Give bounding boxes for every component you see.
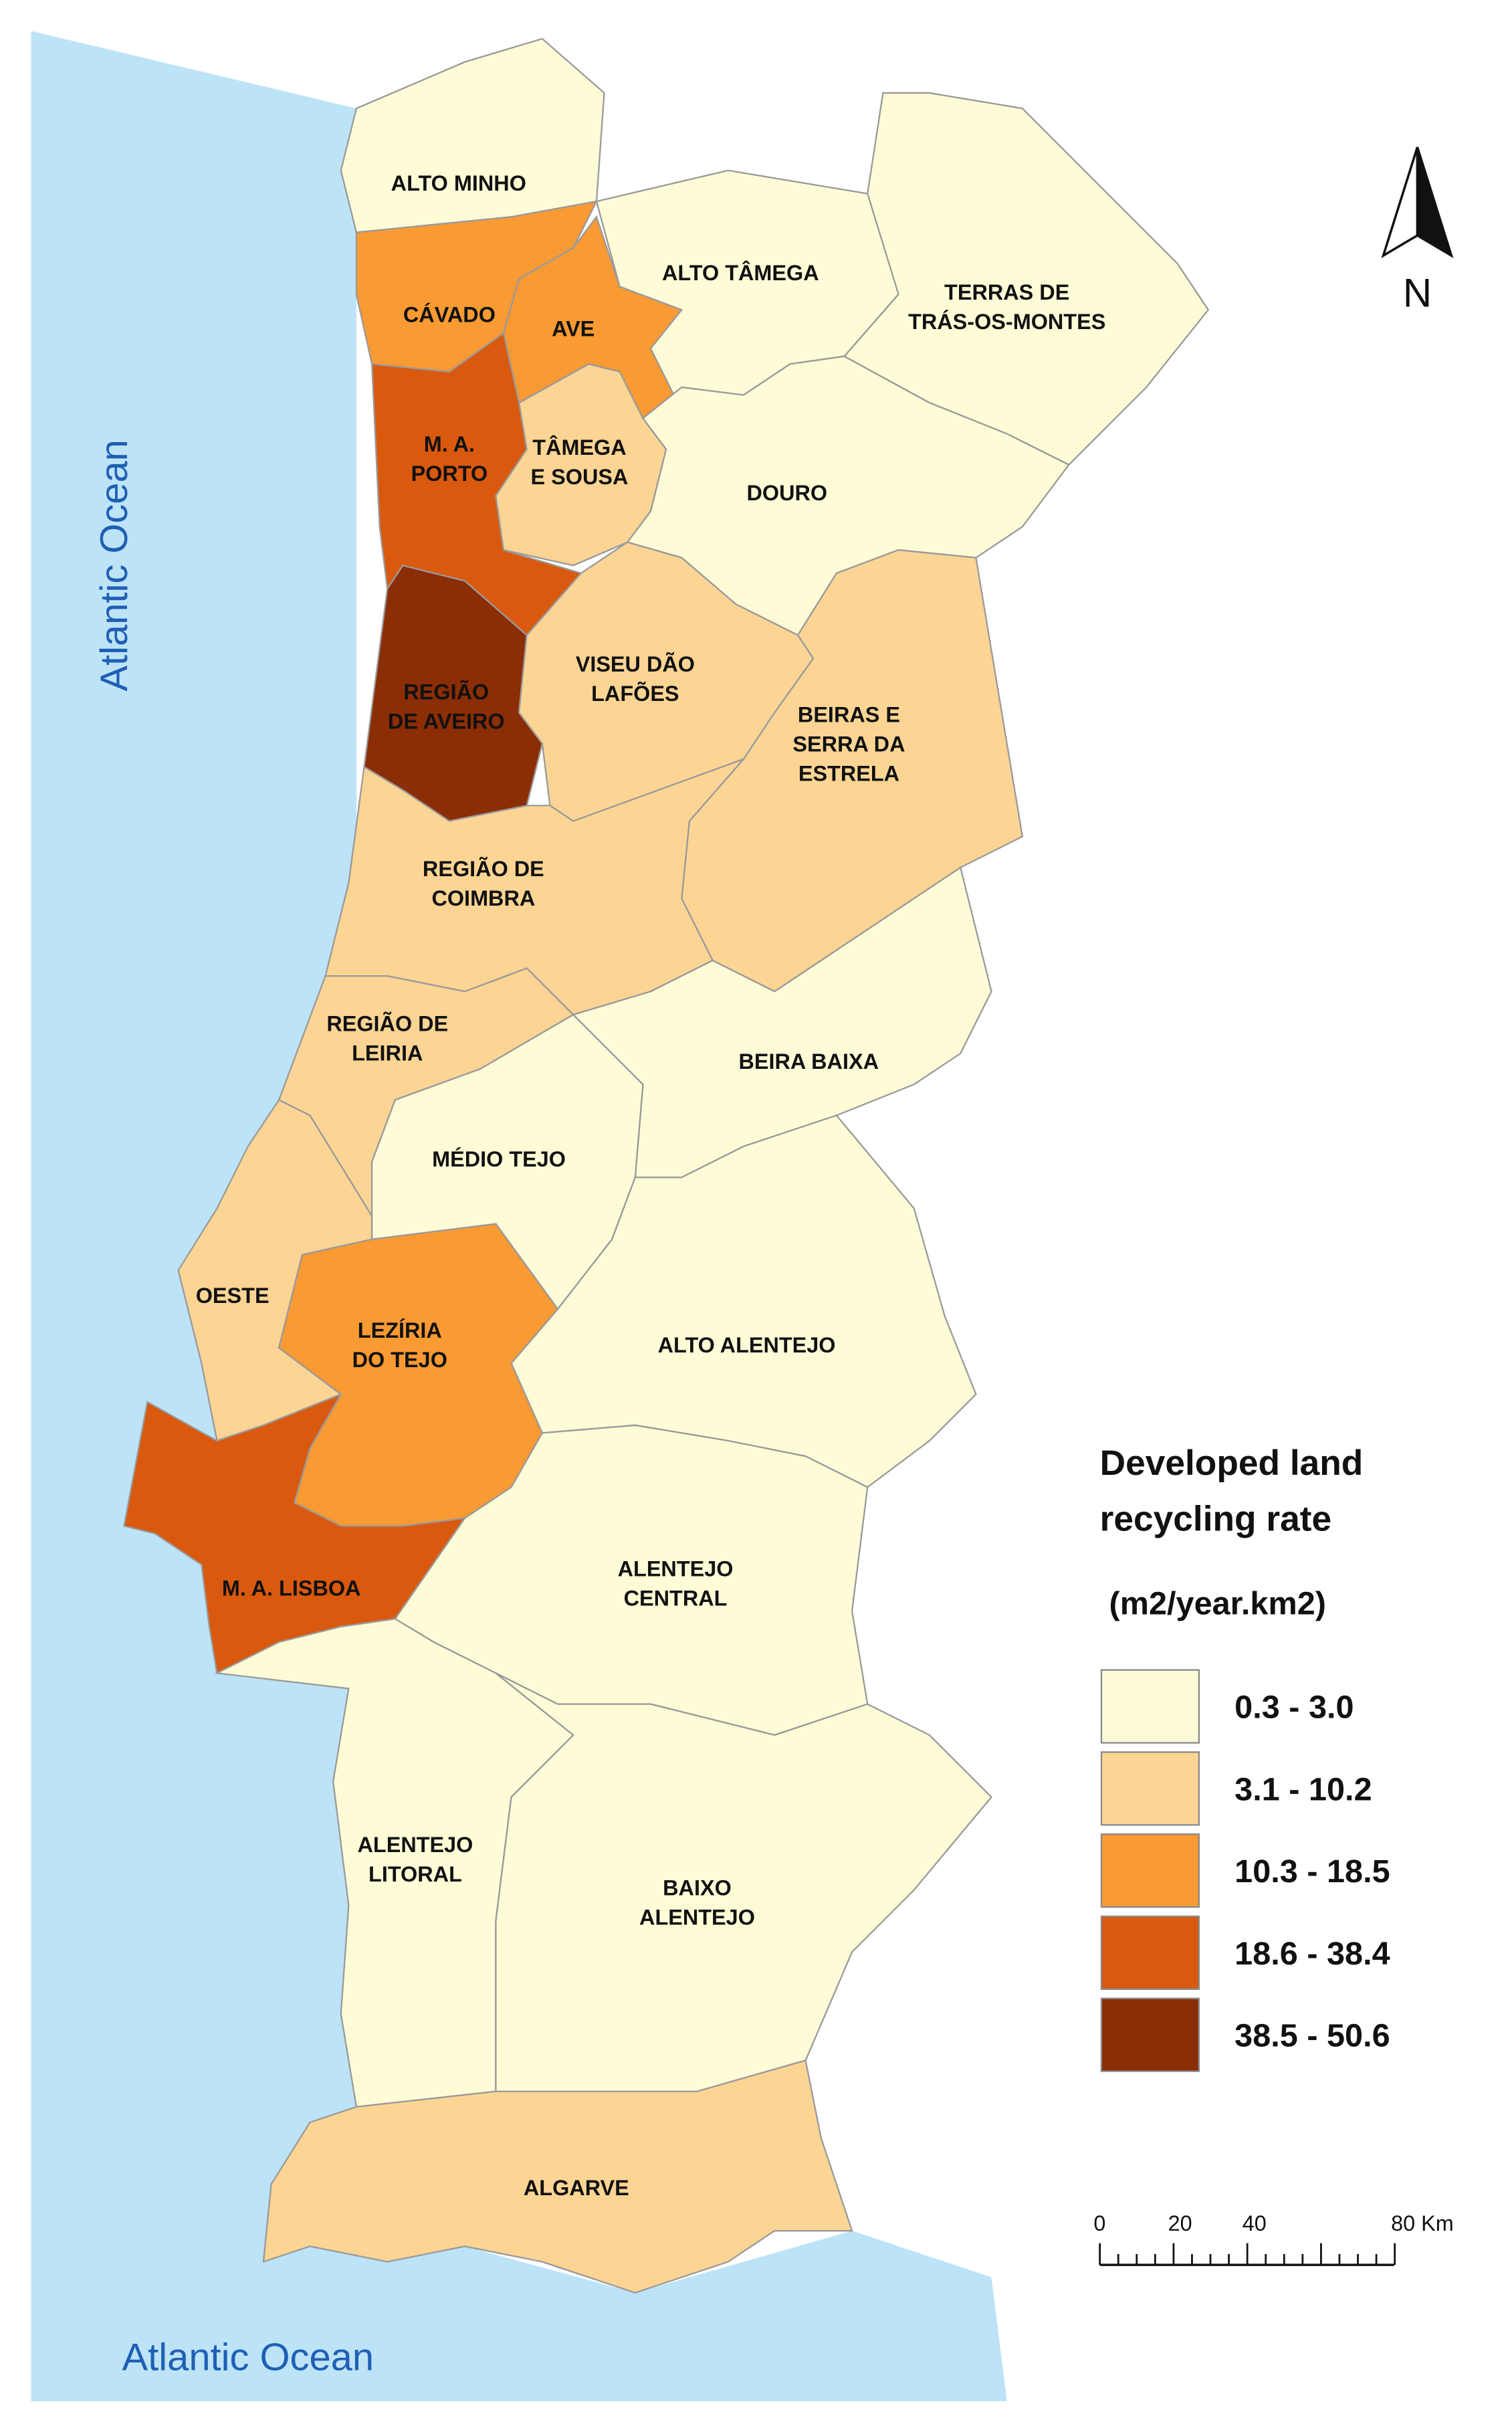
region-label: LEZÍRIA [358,1318,442,1342]
region-label: ALTO TÂMEGA [662,260,819,285]
scale-label: 80 Km [1391,2211,1454,2235]
region-label: ESTRELA [798,761,899,785]
legend-swatch [1100,1915,1200,1991]
region-label: E SOUSA [531,465,629,489]
region-label: DO TEJO [352,1348,447,1372]
north-arrow: N [1381,146,1454,316]
north-label: N [1403,270,1432,316]
legend-swatch [1100,1833,1200,1908]
ocean [31,31,1007,2401]
region-label: CENTRAL [624,1587,728,1611]
legend-title: recycling rate [1100,1499,1331,1538]
region [262,2059,853,2294]
legend-label: 18.6 - 38.4 [1234,1936,1390,1972]
legend-title: Developed land [1100,1443,1364,1483]
region-labels: ALTO MINHO CÁVADO AVE ALTO TÂMEGA TERRAS DE T… [196,171,1106,2200]
legend: Developed land recycling rate (m2/year.km2… [1100,1443,1390,2072]
region-label: LAFÕES [591,681,679,706]
region-label: ALTO MINHO [391,171,526,195]
region-label: TÂMEGA [532,435,626,460]
scale-bar: 0 20 40 80 Km [1093,2211,1454,2266]
region-label: REGIÃO DE [423,856,544,881]
scale-label: 40 [1243,2211,1267,2235]
region-label: DOURO [747,481,828,505]
region-label: ALTO ALENTEJO [658,1333,836,1357]
legend-swatch [1100,1669,1200,1744]
region-label: TRÁS-OS-MONTES [908,309,1105,334]
region-label: ALENTEJO [358,1833,473,1857]
region-label: REGIÃO [403,680,489,704]
region-label: MÉDIO TEJO [432,1146,566,1171]
region-label: LEIRIA [352,1041,423,1065]
region-label: BEIRAS E [798,702,900,726]
region-label: ALENTEJO [639,1906,755,1930]
region-label: BAIXO [663,1876,732,1900]
region-label: LITORAL [368,1862,462,1886]
region-label: SERRA DA [792,732,905,756]
region-label: M. A. LISBOA [222,1577,361,1601]
scale-label: 20 [1168,2211,1192,2235]
region-label: VISEU DÃO [576,651,695,676]
region [495,1672,993,2092]
legend-label: 0.3 - 3.0 [1234,1690,1354,1726]
legend-label: 38.5 - 50.6 [1234,2018,1390,2054]
region-label: OESTE [196,1284,269,1308]
region-label: REGIÃO DE [326,1011,448,1035]
scale-label: 0 [1093,2211,1105,2235]
region-label: CÁVADO [403,302,496,327]
ocean-label: Atlantic Ocean [122,2336,374,2379]
region-label: PORTO [411,462,488,486]
ocean-label: Atlantic Ocean [93,439,136,691]
regions [123,37,1210,2294]
region-label: AVE [552,317,595,341]
region-label: BEIRA BAIXA [739,1049,879,1074]
legend-label: 10.3 - 18.5 [1234,1853,1390,1890]
region-label: DE AVEIRO [388,710,505,734]
legend-label: 3.1 - 10.2 [1234,1771,1372,1807]
legend-swatch [1100,1751,1200,1826]
legend-unit: (m2/year.km2) [1109,1585,1326,1621]
region-label: ALGARVE [524,2176,629,2200]
region-label: ALENTEJO [618,1557,734,1581]
legend-swatch [1100,1997,1200,2072]
region-label: COIMBRA [431,886,535,910]
region-label: M. A. [424,432,475,456]
region [340,37,605,233]
region-label: TERRAS DE [944,280,1069,304]
